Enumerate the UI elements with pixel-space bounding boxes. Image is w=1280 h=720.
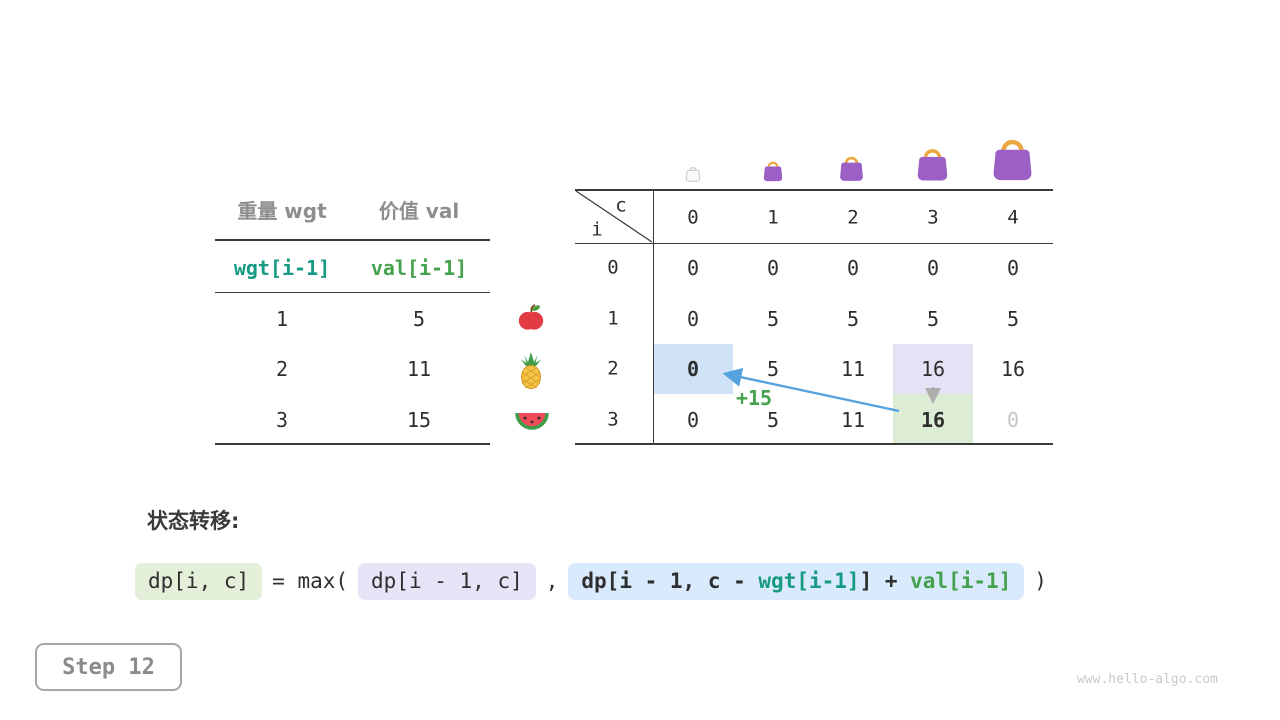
items-table-mid-rule <box>215 292 490 293</box>
dp-row-header-3: 3 <box>607 408 619 431</box>
dp-cell-3-4-pending: 0 <box>1006 408 1020 432</box>
dp-table-bottom-rule <box>575 443 1053 445</box>
highlight-source-cell <box>653 344 733 394</box>
formula-equals-max: = max( <box>272 569 349 593</box>
dp-col-header-1: 1 <box>767 206 779 229</box>
item-3-value: 15 <box>406 408 432 432</box>
formula-dp-take: dp[i - 1, c - wgt[i-1]] + val[i-1] <box>568 562 1025 600</box>
items-table-var-val: val[i-1] <box>370 256 468 280</box>
dp-col-header-4: 4 <box>1007 206 1019 229</box>
dp-cell-0-2: 0 <box>846 256 860 280</box>
items-table-top-rule <box>215 239 490 241</box>
formula-take-wgt: wgt[i-1] <box>758 568 860 593</box>
dp-row-header-0: 0 <box>607 256 619 279</box>
item-1-value: 5 <box>412 307 426 331</box>
formula-dp-current: dp[i, c] <box>135 562 263 600</box>
handbag-icon-capacity-3 <box>917 149 948 181</box>
dp-cell-3-0: 0 <box>686 408 700 432</box>
dp-cell-2-0-source: 0 <box>686 357 700 381</box>
watermelon-icon <box>515 412 549 430</box>
items-table-header-weight: 重量 wgt <box>237 199 327 223</box>
item-2-value: 11 <box>406 357 432 381</box>
dp-cell-2-3: 16 <box>920 357 946 381</box>
items-table-var-wgt: wgt[i-1] <box>233 256 331 280</box>
dp-cell-3-2: 11 <box>840 408 866 432</box>
transition-add-label: +15 <box>735 386 773 410</box>
handbag-icon-capacity-4 <box>993 139 1032 181</box>
dp-cell-3-3-current: 16 <box>920 408 946 432</box>
items-table-header-value: 价值 val <box>378 199 460 223</box>
state-transition-heading: 状态转移: <box>147 509 240 533</box>
handbag-icon-capacity-1 <box>763 161 783 182</box>
dp-table-vertical-rule <box>653 189 654 445</box>
item-2-weight: 2 <box>275 357 289 381</box>
item-3-weight: 3 <box>275 408 289 432</box>
dp-cell-1-2: 5 <box>846 307 860 331</box>
dp-row-header-1: 1 <box>607 307 619 330</box>
highlight-above-cell <box>893 344 973 394</box>
dp-col-header-2: 2 <box>847 206 859 229</box>
item-1-weight: 1 <box>275 307 289 331</box>
dp-corner-row-var: i <box>591 218 603 241</box>
formula-dp-skip: dp[i - 1, c] <box>358 562 536 600</box>
apple-icon <box>518 304 544 330</box>
handbag-icon-capacity-2 <box>840 156 863 181</box>
dp-table-top-rule <box>575 189 1053 191</box>
handbag-icon-capacity-0 <box>685 166 701 182</box>
formula-close-paren: ) <box>1034 569 1047 593</box>
dp-cell-2-4: 16 <box>1000 357 1026 381</box>
dp-cell-1-4: 5 <box>1006 307 1020 331</box>
dp-row-header-2: 2 <box>607 357 619 380</box>
items-table-bottom-rule <box>215 443 490 445</box>
dp-corner-col-var: c <box>615 194 627 217</box>
pineapple-icon <box>521 352 541 389</box>
corner-diagonal-line <box>575 190 653 243</box>
dp-table-header-rule <box>575 243 1053 244</box>
dp-cell-0-0: 0 <box>686 256 700 280</box>
dp-cell-1-3: 5 <box>926 307 940 331</box>
dp-cell-0-3: 0 <box>926 256 940 280</box>
dp-cell-3-1: 5 <box>766 408 780 432</box>
dp-cell-0-4: 0 <box>1006 256 1020 280</box>
site-watermark: www.hello-algo.com <box>1077 672 1218 687</box>
formula-take-prefix: dp[i - 1, c - <box>581 568 759 593</box>
dp-cell-2-1: 5 <box>766 357 780 381</box>
step-indicator: Step 12 <box>35 643 182 691</box>
dp-cell-0-1: 0 <box>766 256 780 280</box>
dp-col-header-3: 3 <box>927 206 939 229</box>
formula-take-val: val[i-1] <box>910 568 1012 593</box>
formula-comma: , <box>545 569 559 593</box>
step-indicator-label: Step 12 <box>62 654 155 680</box>
dp-cell-2-2: 11 <box>840 357 866 381</box>
dp-cell-1-1: 5 <box>766 307 780 331</box>
formula-take-mid: ] + <box>859 568 911 593</box>
dp-cell-1-0: 0 <box>686 307 700 331</box>
state-transition-formula: dp[i, c] = max( dp[i - 1, c] , dp[i - 1,… <box>135 560 1047 602</box>
dp-col-header-0: 0 <box>687 206 699 229</box>
